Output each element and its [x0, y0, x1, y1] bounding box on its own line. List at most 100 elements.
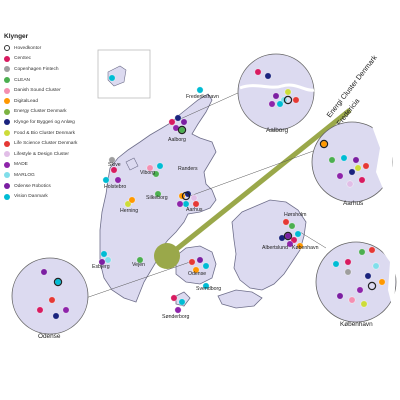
cluster-marker[interactable] — [292, 96, 300, 104]
cluster-marker[interactable] — [102, 176, 110, 184]
legend-item: Lifestyle & Design Cluster — [4, 149, 109, 160]
cluster-marker[interactable] — [36, 306, 44, 314]
cluster-marker[interactable] — [272, 92, 280, 100]
legend-swatch — [4, 172, 10, 179]
cluster-marker[interactable] — [180, 118, 188, 126]
cluster-marker[interactable] — [192, 266, 200, 274]
city-label: Viborg — [140, 170, 155, 176]
cluster-marker[interactable] — [286, 240, 294, 248]
cluster-marker[interactable] — [344, 268, 352, 276]
hq-marker[interactable] — [283, 231, 293, 241]
cluster-marker[interactable] — [156, 162, 164, 170]
cluster-marker[interactable] — [364, 272, 372, 280]
legend-swatch — [4, 161, 10, 168]
legend-swatch — [4, 66, 10, 73]
legend-label: MADE — [14, 162, 28, 168]
cluster-marker[interactable] — [346, 180, 354, 188]
fredericia-marker[interactable] — [154, 243, 180, 269]
cluster-marker[interactable] — [268, 100, 276, 108]
city-label: Aarhus — [186, 207, 203, 213]
cluster-marker[interactable] — [184, 190, 192, 198]
cluster-marker[interactable] — [174, 114, 182, 122]
hq-marker[interactable] — [181, 191, 191, 201]
hq-marker[interactable] — [177, 125, 187, 135]
cluster-marker[interactable] — [344, 258, 352, 266]
legend-label: Odense Robotics — [14, 183, 51, 189]
legend-item: Life Science Cluster Denmark — [4, 138, 109, 149]
cluster-marker[interactable] — [100, 250, 108, 258]
hq-marker[interactable] — [283, 95, 293, 105]
cluster-marker[interactable] — [108, 74, 116, 82]
cluster-marker[interactable] — [40, 268, 48, 276]
aalborg-zoom — [237, 53, 315, 131]
legend-label: Vision Danmark — [14, 194, 48, 200]
cluster-marker[interactable] — [254, 68, 262, 76]
cluster-marker[interactable] — [282, 218, 290, 226]
cluster-marker[interactable] — [178, 298, 186, 306]
legend-item: MARLOG — [4, 170, 109, 181]
cluster-marker[interactable] — [378, 278, 386, 286]
cluster-marker[interactable] — [176, 200, 184, 208]
legend-label: DigitalLead — [14, 98, 39, 104]
cluster-marker[interactable] — [356, 286, 364, 294]
legend-item: Copenhagen Fintech — [4, 64, 109, 75]
legend-swatch — [4, 130, 10, 137]
cluster-marker[interactable] — [114, 176, 122, 184]
cluster-marker[interactable] — [188, 258, 196, 266]
city-label: Frederikshavn — [186, 94, 219, 100]
cluster-marker[interactable] — [358, 248, 366, 256]
cluster-marker[interactable] — [152, 170, 160, 178]
cluster-marker[interactable] — [62, 306, 70, 314]
cluster-marker[interactable] — [360, 300, 368, 308]
cluster-marker[interactable] — [348, 296, 356, 304]
cluster-marker[interactable] — [358, 176, 366, 184]
cluster-marker[interactable] — [154, 190, 162, 198]
legend-swatch — [4, 55, 10, 62]
hq-marker[interactable] — [319, 139, 329, 149]
cluster-marker[interactable] — [294, 230, 302, 238]
cluster-marker[interactable] — [202, 262, 210, 270]
cluster-marker[interactable] — [196, 86, 204, 94]
cluster-marker[interactable] — [190, 194, 198, 202]
cluster-marker[interactable] — [192, 200, 200, 208]
hq-marker[interactable] — [367, 281, 377, 291]
city-label: Herning — [120, 208, 138, 214]
cluster-marker[interactable] — [284, 88, 292, 96]
cluster-marker[interactable] — [348, 168, 356, 176]
cluster-marker[interactable] — [196, 256, 204, 264]
cluster-marker[interactable] — [336, 292, 344, 300]
cluster-marker[interactable] — [110, 166, 118, 174]
cluster-marker[interactable] — [362, 162, 370, 170]
city-label: Odense — [188, 271, 206, 277]
fredericia-connector-line — [166, 108, 352, 258]
cluster-marker[interactable] — [332, 260, 340, 268]
cluster-marker[interactable] — [336, 172, 344, 180]
cluster-marker[interactable] — [372, 262, 380, 270]
cluster-marker[interactable] — [136, 256, 144, 264]
city-label: Hørsholm — [284, 212, 306, 218]
cluster-marker[interactable] — [174, 306, 182, 314]
cluster-marker[interactable] — [328, 156, 336, 164]
cluster-marker[interactable] — [108, 156, 116, 164]
cluster-marker[interactable] — [340, 154, 348, 162]
cluster-marker[interactable] — [52, 312, 60, 320]
cluster-marker[interactable] — [368, 246, 376, 254]
cluster-marker[interactable] — [352, 156, 360, 164]
cluster-marker[interactable] — [264, 72, 272, 80]
city-labels: Frederikshavn Aalborg Skive Holstebro Viborg… — [92, 94, 319, 320]
hq-marker[interactable] — [53, 277, 63, 287]
cluster-marker[interactable] — [128, 196, 136, 204]
cluster-marker[interactable] — [354, 164, 362, 172]
cluster-marker[interactable] — [98, 258, 106, 266]
legend-label: CenSec — [14, 56, 32, 62]
cluster-marker[interactable] — [104, 256, 112, 264]
cluster-marker[interactable] — [170, 294, 178, 302]
cluster-marker[interactable] — [168, 118, 176, 126]
cluster-marker[interactable] — [288, 222, 296, 230]
cluster-marker[interactable] — [296, 242, 304, 250]
legend-swatch — [4, 193, 10, 200]
cluster-marker[interactable] — [146, 164, 154, 172]
cluster-marker[interactable] — [276, 100, 284, 108]
cluster-marker[interactable] — [202, 282, 210, 290]
cluster-marker[interactable] — [48, 296, 56, 304]
